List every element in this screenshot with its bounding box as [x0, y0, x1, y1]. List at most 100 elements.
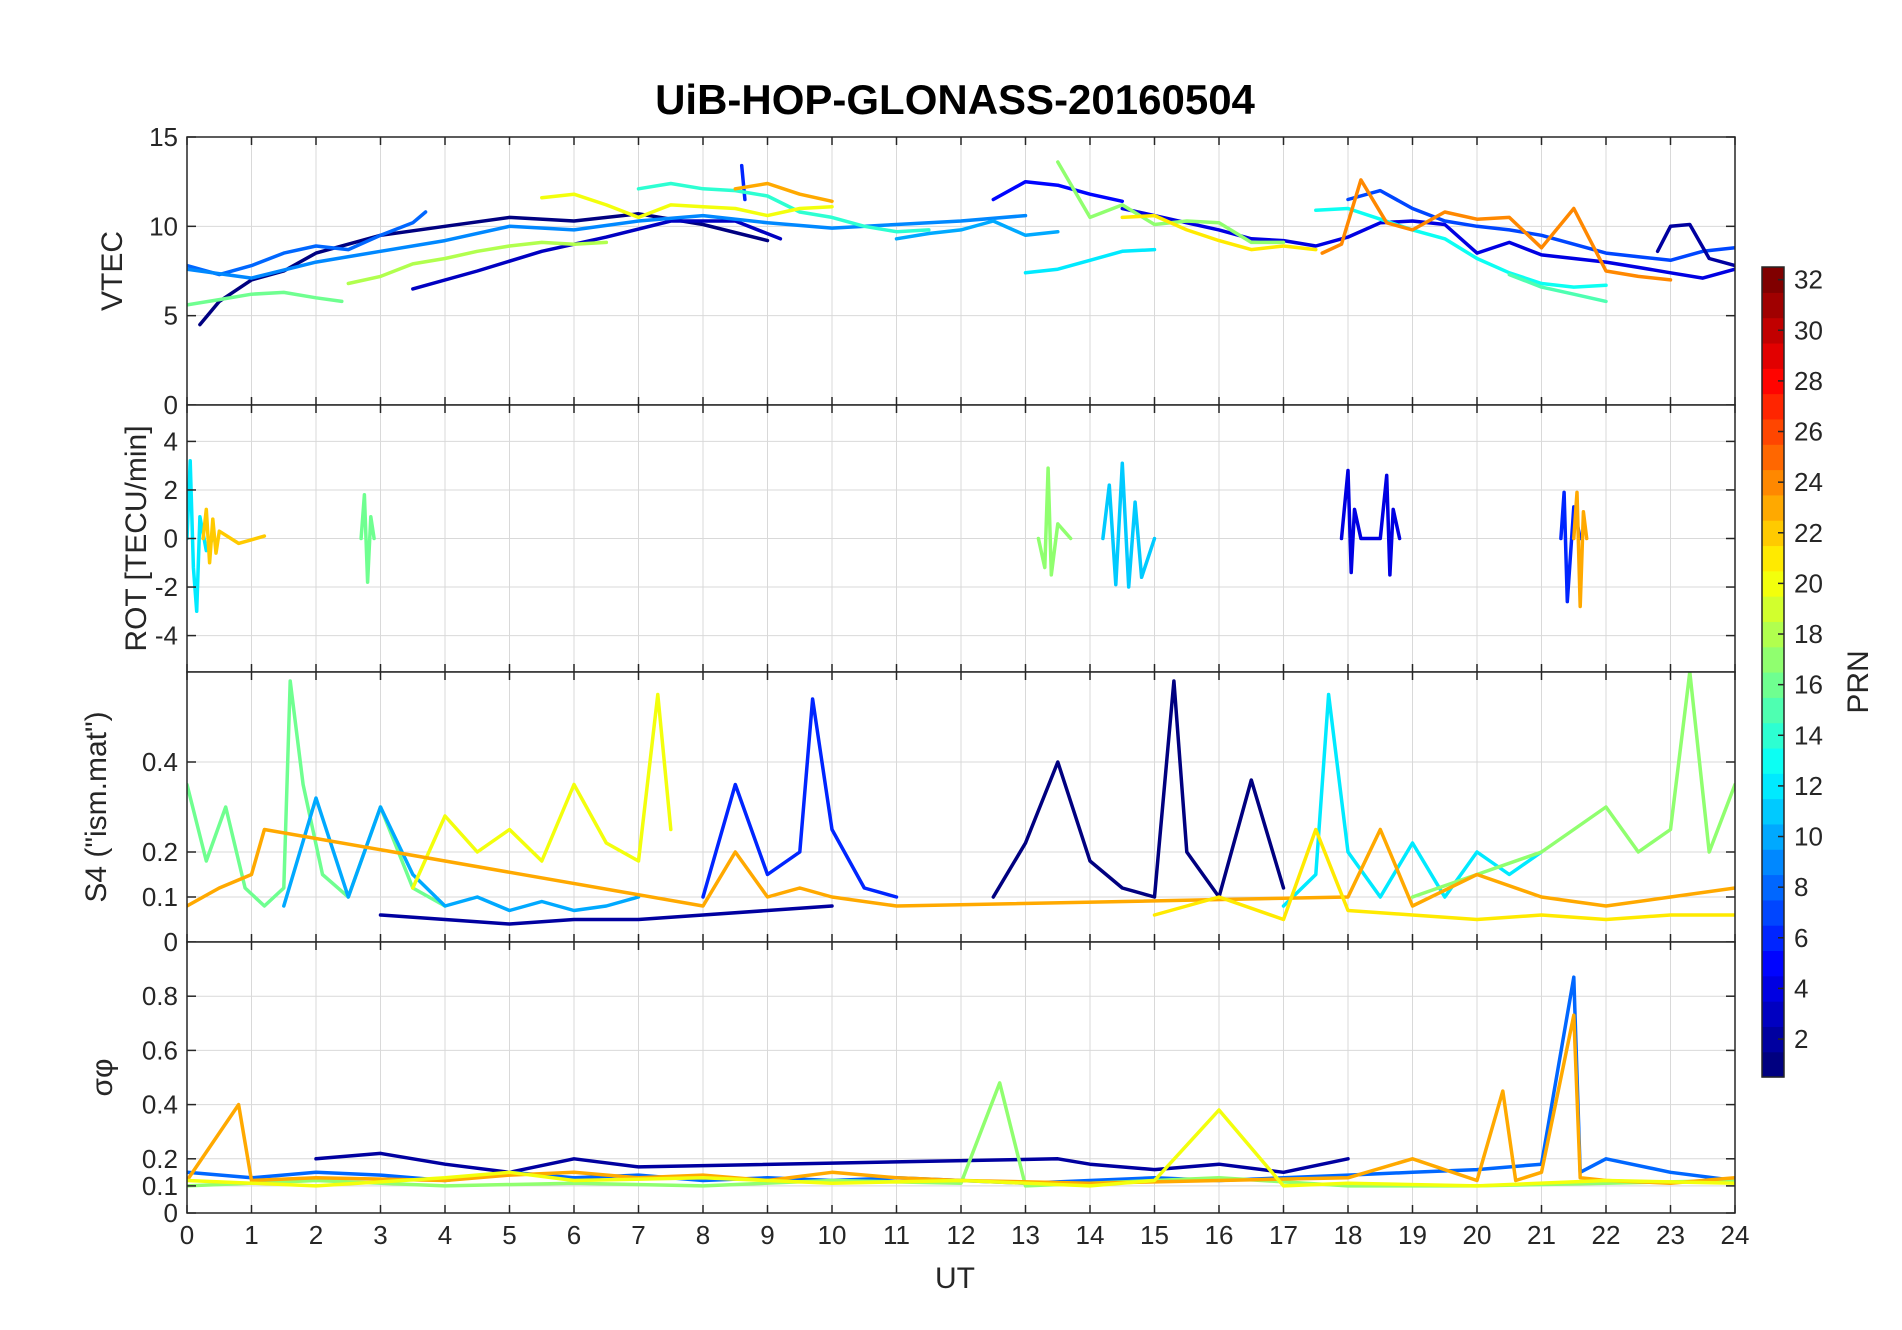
colorbar-tick-label: 16 — [1794, 670, 1823, 700]
x-tick-label: 0 — [180, 1220, 194, 1250]
y-axis-label-s4: S4 ("ism.mat") — [80, 711, 113, 902]
y-tick-label: 0 — [164, 524, 178, 554]
x-tick-label: 10 — [818, 1220, 847, 1250]
colorbar-frame — [1761, 266, 1785, 1078]
y-tick-label: 0.4 — [142, 1090, 178, 1120]
colorbar-tick-label: 6 — [1794, 923, 1808, 953]
x-tick-label: 14 — [1076, 1220, 1105, 1250]
series-group — [187, 975, 1735, 1188]
colorbar-segment — [1762, 342, 1784, 369]
colorbar-segment — [1762, 418, 1784, 445]
colorbar-tick-label: 12 — [1794, 771, 1823, 801]
series-line-prn-12 — [187, 459, 215, 614]
colorbar-segment — [1762, 1051, 1784, 1078]
x-tick-label: 7 — [631, 1220, 645, 1250]
colorbar-segment — [1762, 1001, 1784, 1027]
x-tick-label: 1 — [244, 1220, 258, 1250]
series-line-prn-22 — [201, 507, 267, 565]
x-axis: 0 1 2 3 4 5 6 7 8 9 10 11 12 13 14 15 16 17 18 19 20 21 22 23 24 — [180, 1220, 1750, 1250]
y-tick-label: 2 — [164, 475, 178, 505]
series-line-prn-17 — [1036, 466, 1073, 577]
series-line-prn-13 — [1314, 206, 1608, 289]
y-tick-label: 0.4 — [142, 747, 178, 777]
colorbar-segment — [1762, 469, 1784, 496]
y-tick-label: 0.6 — [142, 1035, 178, 1065]
colorbar-segment — [1762, 773, 1784, 800]
series-line-prn-16 — [187, 290, 344, 307]
series-line-prn-2 — [314, 1151, 1350, 1175]
series-line-prn-16 — [359, 493, 376, 584]
series-line-prn-8 — [187, 210, 428, 277]
colorbar-segment — [1762, 368, 1784, 395]
colorbar-segment — [1762, 747, 1784, 774]
x-tick-label: 13 — [1011, 1220, 1040, 1250]
series-line-prn-12 — [1023, 247, 1157, 275]
series-line-prn-11 — [1101, 461, 1157, 589]
x-tick-label: 2 — [309, 1220, 323, 1250]
y-tick-label: 0.1 — [142, 1171, 178, 1201]
x-tick-label: 18 — [1334, 1220, 1363, 1250]
x-tick-label: 20 — [1463, 1220, 1492, 1250]
colorbar-segment — [1762, 975, 1784, 1002]
colorbar-tick-label: 20 — [1794, 568, 1823, 598]
series-line-prn-10 — [282, 796, 641, 913]
y-tick-label: 15 — [149, 122, 178, 152]
series-line-prn-23 — [733, 181, 834, 204]
panel-vtec: 0 5 10 15 VTEC — [96, 122, 1736, 420]
colorbar-segment — [1762, 722, 1784, 749]
panel-sigma_phi: 00.10.2 0.4 0.6 0.8 σφ — [86, 941, 1736, 1228]
colorbar-segment — [1762, 874, 1784, 901]
y-tick-label: -2 — [155, 572, 178, 602]
y-axis-label-sigma_phi: σφ — [86, 1059, 119, 1097]
y-axis-label-rot: ROT [TECU/min] — [120, 425, 153, 651]
colorbar-segment — [1762, 596, 1784, 622]
colorbar-segment — [1762, 292, 1784, 319]
x-axis-label: UT — [935, 1262, 975, 1295]
series-line-prn-1 — [198, 212, 770, 327]
colorbar-segment — [1762, 393, 1784, 420]
y-tick-label: 0 — [164, 1198, 178, 1228]
series-line-prn-20 — [411, 692, 673, 890]
colorbar-segment — [1762, 925, 1784, 952]
colorbar-tick-label: 24 — [1794, 467, 1823, 497]
colorbar-segment — [1762, 621, 1784, 648]
series-line-prn-18 — [346, 240, 609, 286]
colorbar-tick-label: 28 — [1794, 366, 1823, 396]
colorbar-segment — [1762, 494, 1784, 521]
series-line-prn-9 — [187, 213, 1028, 280]
series-line-prn-7 — [1346, 188, 1735, 263]
colorbar-segment — [1762, 950, 1784, 977]
colorbar-tick-label: 4 — [1794, 973, 1808, 1003]
colorbar-segment — [1762, 570, 1784, 597]
y-tick-label: 10 — [149, 211, 178, 241]
series-line-prn-1 — [991, 679, 1286, 899]
series-group — [187, 160, 1735, 327]
colorbar-tick-label: 2 — [1794, 1024, 1808, 1054]
series-line-prn-23 — [1572, 490, 1589, 609]
colorbar-segment — [1762, 823, 1784, 850]
series-line-prn-3 — [411, 219, 783, 291]
x-tick-label: 9 — [760, 1220, 774, 1250]
colorbar-tick-label: 26 — [1794, 417, 1823, 447]
y-tick-label: 5 — [164, 301, 178, 331]
colorbar-segment — [1762, 646, 1784, 673]
x-tick-label: 4 — [438, 1220, 452, 1250]
y-tick-label: 0 — [164, 927, 178, 957]
y-axis-label-vtec: VTEC — [96, 231, 129, 311]
series-line-prn-2 — [378, 904, 834, 926]
colorbar-tick-label: 32 — [1794, 265, 1823, 295]
chart-title: UiB-HOP-GLONASS-20160504 — [655, 76, 1255, 123]
colorbar-tick-label: 18 — [1794, 619, 1823, 649]
colorbar-tick-label: 22 — [1794, 518, 1823, 548]
series-line-prn-21 — [1152, 827, 1735, 922]
y-tick-label: 0.2 — [142, 1144, 178, 1174]
x-tick-label: 19 — [1398, 1220, 1427, 1250]
y-tick-label: 4 — [164, 426, 178, 456]
x-tick-label: 15 — [1140, 1220, 1169, 1250]
x-tick-label: 12 — [947, 1220, 976, 1250]
y-tick-label: 0.2 — [142, 837, 178, 867]
x-tick-label: 17 — [1269, 1220, 1298, 1250]
x-tick-label: 8 — [696, 1220, 710, 1250]
